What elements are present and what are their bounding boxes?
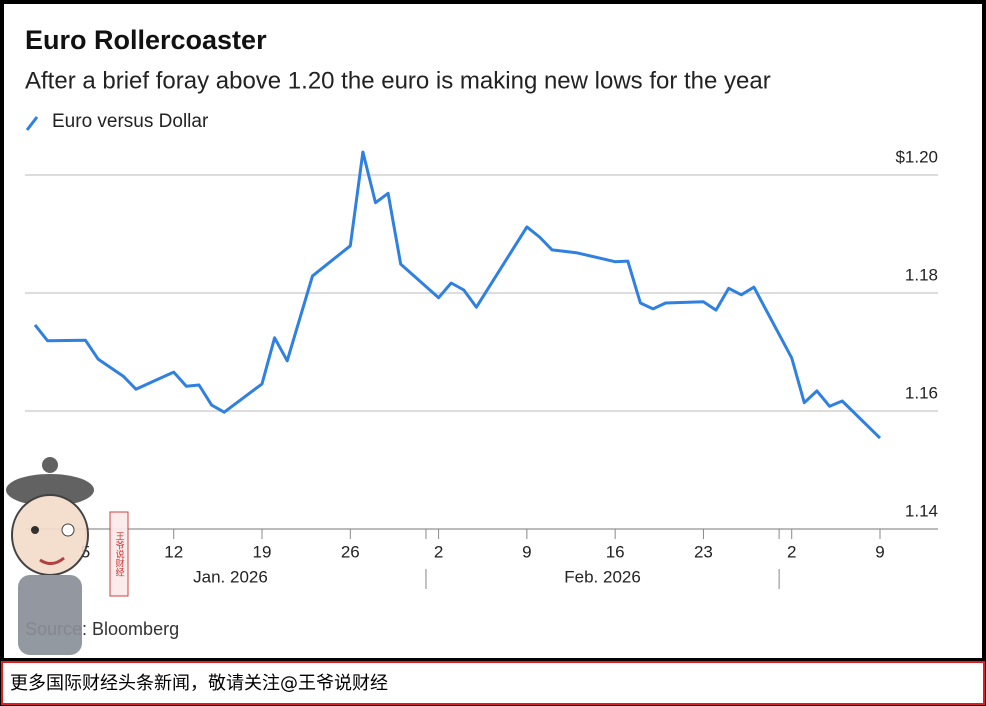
chart-subtitle: After a brief foray above 1.20 the euro … — [25, 67, 771, 94]
x-tick-label: 9 — [875, 542, 884, 561]
caption: 更多国际财经头条新闻，敬请关注@王爷说财经 — [10, 673, 388, 694]
x-tick-label: 12 — [164, 542, 183, 561]
y-tick-label: $1.20 — [895, 147, 938, 166]
watermark-figure — [6, 457, 129, 655]
series-line — [33, 150, 882, 440]
x-tick-label: 23 — [694, 542, 713, 561]
y-tick-label: 1.18 — [905, 265, 938, 284]
x-tick-label: 2 — [787, 542, 796, 561]
watermark-stamp: 王爷说财经 — [115, 531, 125, 576]
x-tick-label: 9 — [522, 542, 531, 561]
caption-box — [1, 661, 985, 705]
x-tick-label: 19 — [253, 542, 272, 561]
plot: $1.201.181.161.14512192629162329Jan. 202… — [25, 147, 938, 589]
chart-panel — [4, 4, 982, 658]
y-tick-label: 1.16 — [905, 383, 938, 402]
legend-label: Euro versus Dollar — [52, 111, 209, 132]
chart-title: Euro Rollercoaster — [25, 25, 267, 55]
legend-swatch — [25, 116, 39, 131]
month-label: Jan. 2026 — [193, 567, 268, 586]
month-label: Feb. 2026 — [564, 567, 641, 586]
x-tick-label: 16 — [606, 542, 625, 561]
x-tick-label: 26 — [341, 542, 360, 561]
x-tick-label: 2 — [434, 542, 443, 561]
y-tick-label: 1.14 — [905, 501, 938, 520]
